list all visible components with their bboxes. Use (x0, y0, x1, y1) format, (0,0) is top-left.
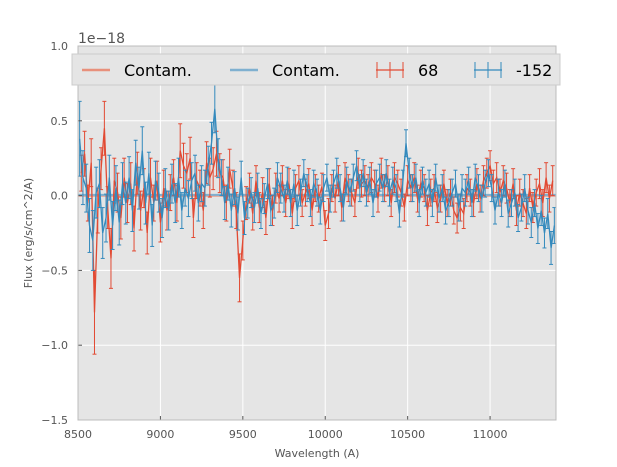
x-tick-label: 8500 (64, 428, 92, 441)
x-axis-label: Wavelength (A) (275, 447, 360, 460)
y-tick-label: 0.5 (51, 115, 69, 128)
legend-entry-1: Contam. (230, 61, 340, 80)
legend-label: -152 (516, 61, 552, 80)
x-tick-label: 10500 (390, 428, 425, 441)
y-tick-label: −1.0 (41, 339, 68, 352)
grid-lines (78, 46, 556, 420)
x-tick-label: 9500 (229, 428, 257, 441)
data-series (77, 84, 557, 355)
y-axis-label: Flux (erg/s/cm^2/A) (22, 178, 35, 288)
plot-background (78, 46, 556, 420)
y-tick-label: −1.5 (41, 414, 68, 427)
y-tick-label: 1.0 (51, 40, 69, 53)
y-offset-label: 1e−18 (78, 31, 125, 47)
flux-line (78, 108, 556, 249)
legend-entry-3: -152 (474, 61, 552, 80)
legend-label: Contam. (124, 61, 192, 80)
x-tick-label: 9000 (146, 428, 174, 441)
axis-ticks: 8500 9000 9500 10000 10500 11000 −1.5 −1.0 −0.5 0… (41, 40, 557, 441)
legend-entry-0: Contam. (82, 61, 192, 80)
legend-label: 68 (418, 61, 438, 80)
x-tick-label: 11000 (473, 428, 508, 441)
y-tick-label: 0.0 (51, 190, 69, 203)
series-3 (77, 84, 557, 271)
y-tick-label: −0.5 (41, 264, 68, 277)
plot-frame (77, 45, 557, 421)
legend: Contam. Contam. 68 -152 (71, 53, 561, 86)
legend-entry-2: 68 (376, 61, 438, 80)
x-tick-label: 10000 (308, 428, 343, 441)
legend-label: Contam. (272, 61, 340, 80)
